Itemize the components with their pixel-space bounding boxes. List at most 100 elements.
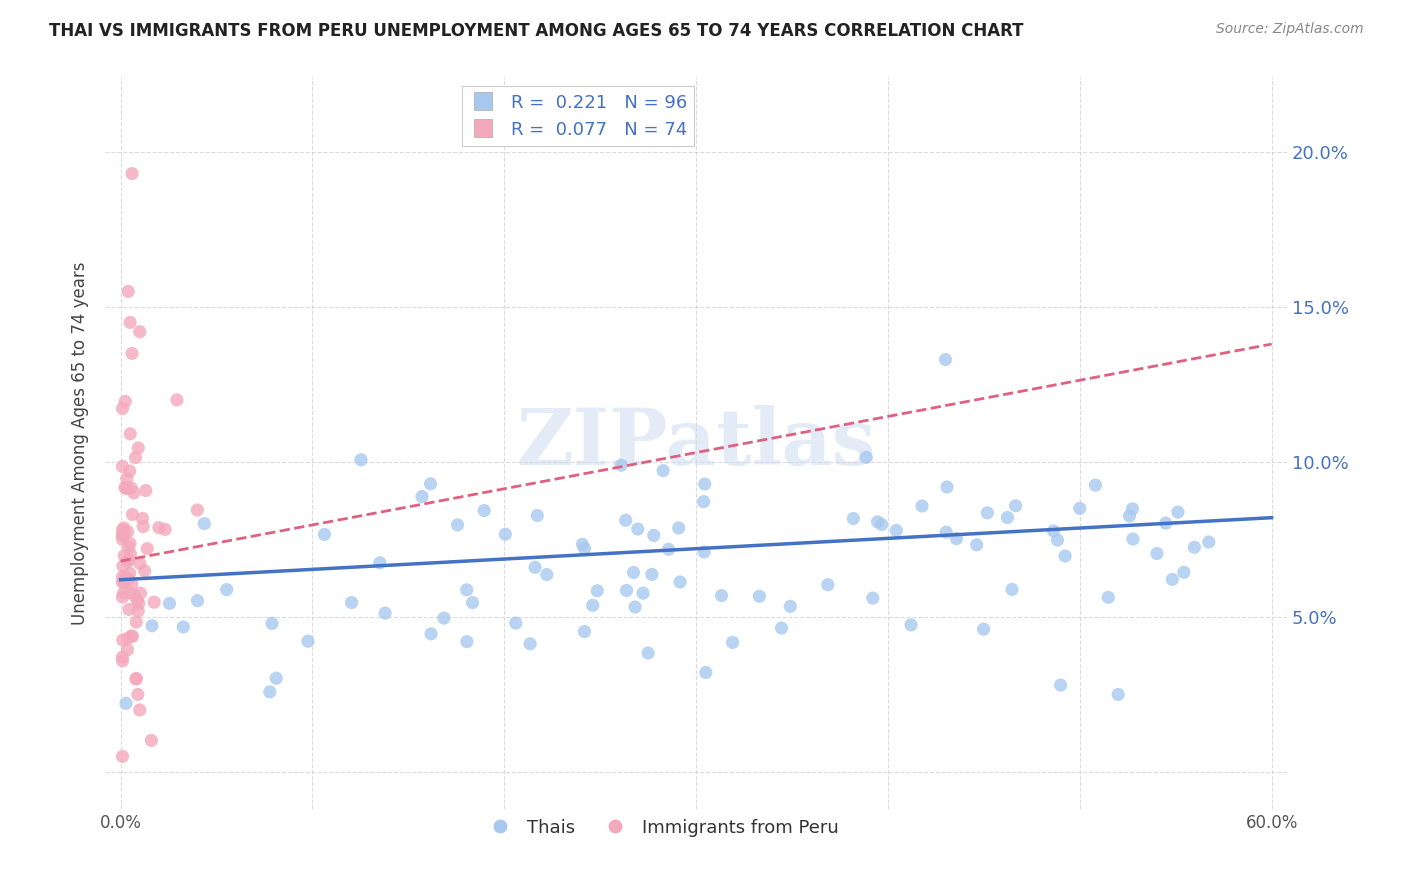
Point: [172, 620, 194, 634]
Point: [131, 511, 153, 525]
Point: [817, 578, 839, 592]
Point: [855, 450, 877, 465]
Point: [1184, 541, 1206, 555]
Point: [574, 541, 596, 556]
Point: [624, 600, 647, 615]
Point: [129, 557, 152, 571]
Point: [631, 586, 654, 600]
Point: [1122, 532, 1144, 546]
Point: [127, 441, 149, 455]
Point: [314, 527, 336, 541]
Point: [1161, 573, 1184, 587]
Point: [120, 481, 142, 495]
Point: [433, 611, 456, 625]
Point: [127, 604, 149, 618]
Point: [117, 572, 139, 586]
Text: THAI VS IMMIGRANTS FROM PERU UNEMPLOYMENT AMONG AGES 65 TO 74 YEARS CORRELATION : THAI VS IMMIGRANTS FROM PERU UNEMPLOYMEN…: [49, 22, 1024, 40]
Point: [159, 596, 181, 610]
Point: [118, 536, 141, 550]
Legend: Thais, Immigrants from Peru: Thais, Immigrants from Peru: [475, 812, 846, 844]
Point: [586, 583, 609, 598]
Point: [419, 476, 441, 491]
Point: [128, 597, 150, 611]
Point: [127, 688, 149, 702]
Point: [866, 515, 889, 529]
Point: [1042, 524, 1064, 538]
Point: [692, 494, 714, 508]
Point: [582, 599, 605, 613]
Point: [1167, 505, 1189, 519]
Point: [118, 464, 141, 478]
Point: [121, 346, 143, 360]
Point: [641, 567, 664, 582]
Point: [111, 528, 134, 542]
Point: [111, 570, 134, 584]
Point: [134, 564, 156, 578]
Point: [132, 519, 155, 533]
Point: [519, 637, 541, 651]
Point: [1118, 508, 1140, 523]
Point: [574, 624, 596, 639]
Point: [297, 634, 319, 648]
Point: [121, 577, 143, 591]
Point: [627, 522, 650, 536]
Point: [616, 583, 638, 598]
Point: [111, 590, 134, 604]
Point: [461, 596, 484, 610]
Point: [779, 599, 801, 614]
Point: [1069, 501, 1091, 516]
Point: [668, 521, 690, 535]
Text: Source: ZipAtlas.com: Source: ZipAtlas.com: [1216, 22, 1364, 37]
Point: [935, 525, 957, 540]
Point: [1046, 533, 1069, 547]
Point: [117, 540, 139, 554]
Point: [121, 167, 143, 181]
Point: [695, 665, 717, 680]
Text: ZIPatlas: ZIPatlas: [516, 405, 876, 482]
Point: [842, 511, 865, 525]
Point: [259, 685, 281, 699]
Point: [997, 510, 1019, 524]
Point: [117, 285, 139, 299]
Point: [945, 532, 967, 546]
Point: [112, 521, 135, 535]
Point: [976, 506, 998, 520]
Point: [264, 671, 287, 685]
Point: [143, 595, 166, 609]
Point: [186, 503, 208, 517]
Point: [340, 596, 363, 610]
Point: [115, 482, 138, 496]
Point: [111, 558, 134, 573]
Point: [111, 528, 134, 542]
Point: [1154, 516, 1177, 530]
Point: [124, 450, 146, 465]
Point: [193, 516, 215, 531]
Point: [1001, 582, 1024, 597]
Point: [911, 499, 934, 513]
Point: [658, 542, 681, 557]
Point: [368, 556, 391, 570]
Point: [1084, 478, 1107, 492]
Point: [186, 593, 208, 607]
Point: [111, 401, 134, 416]
Point: [1107, 688, 1129, 702]
Point: [111, 654, 134, 668]
Point: [141, 618, 163, 632]
Point: [111, 459, 134, 474]
Point: [456, 634, 478, 648]
Point: [115, 696, 138, 710]
Point: [494, 527, 516, 541]
Point: [215, 582, 238, 597]
Point: [135, 483, 157, 498]
Point: [900, 618, 922, 632]
Point: [118, 602, 141, 616]
Point: [120, 315, 142, 329]
Point: [112, 586, 135, 600]
Point: [1146, 547, 1168, 561]
Point: [505, 616, 527, 631]
Point: [129, 586, 152, 600]
Point: [456, 582, 478, 597]
Point: [111, 650, 134, 665]
Point: [536, 567, 558, 582]
Point: [112, 526, 135, 541]
